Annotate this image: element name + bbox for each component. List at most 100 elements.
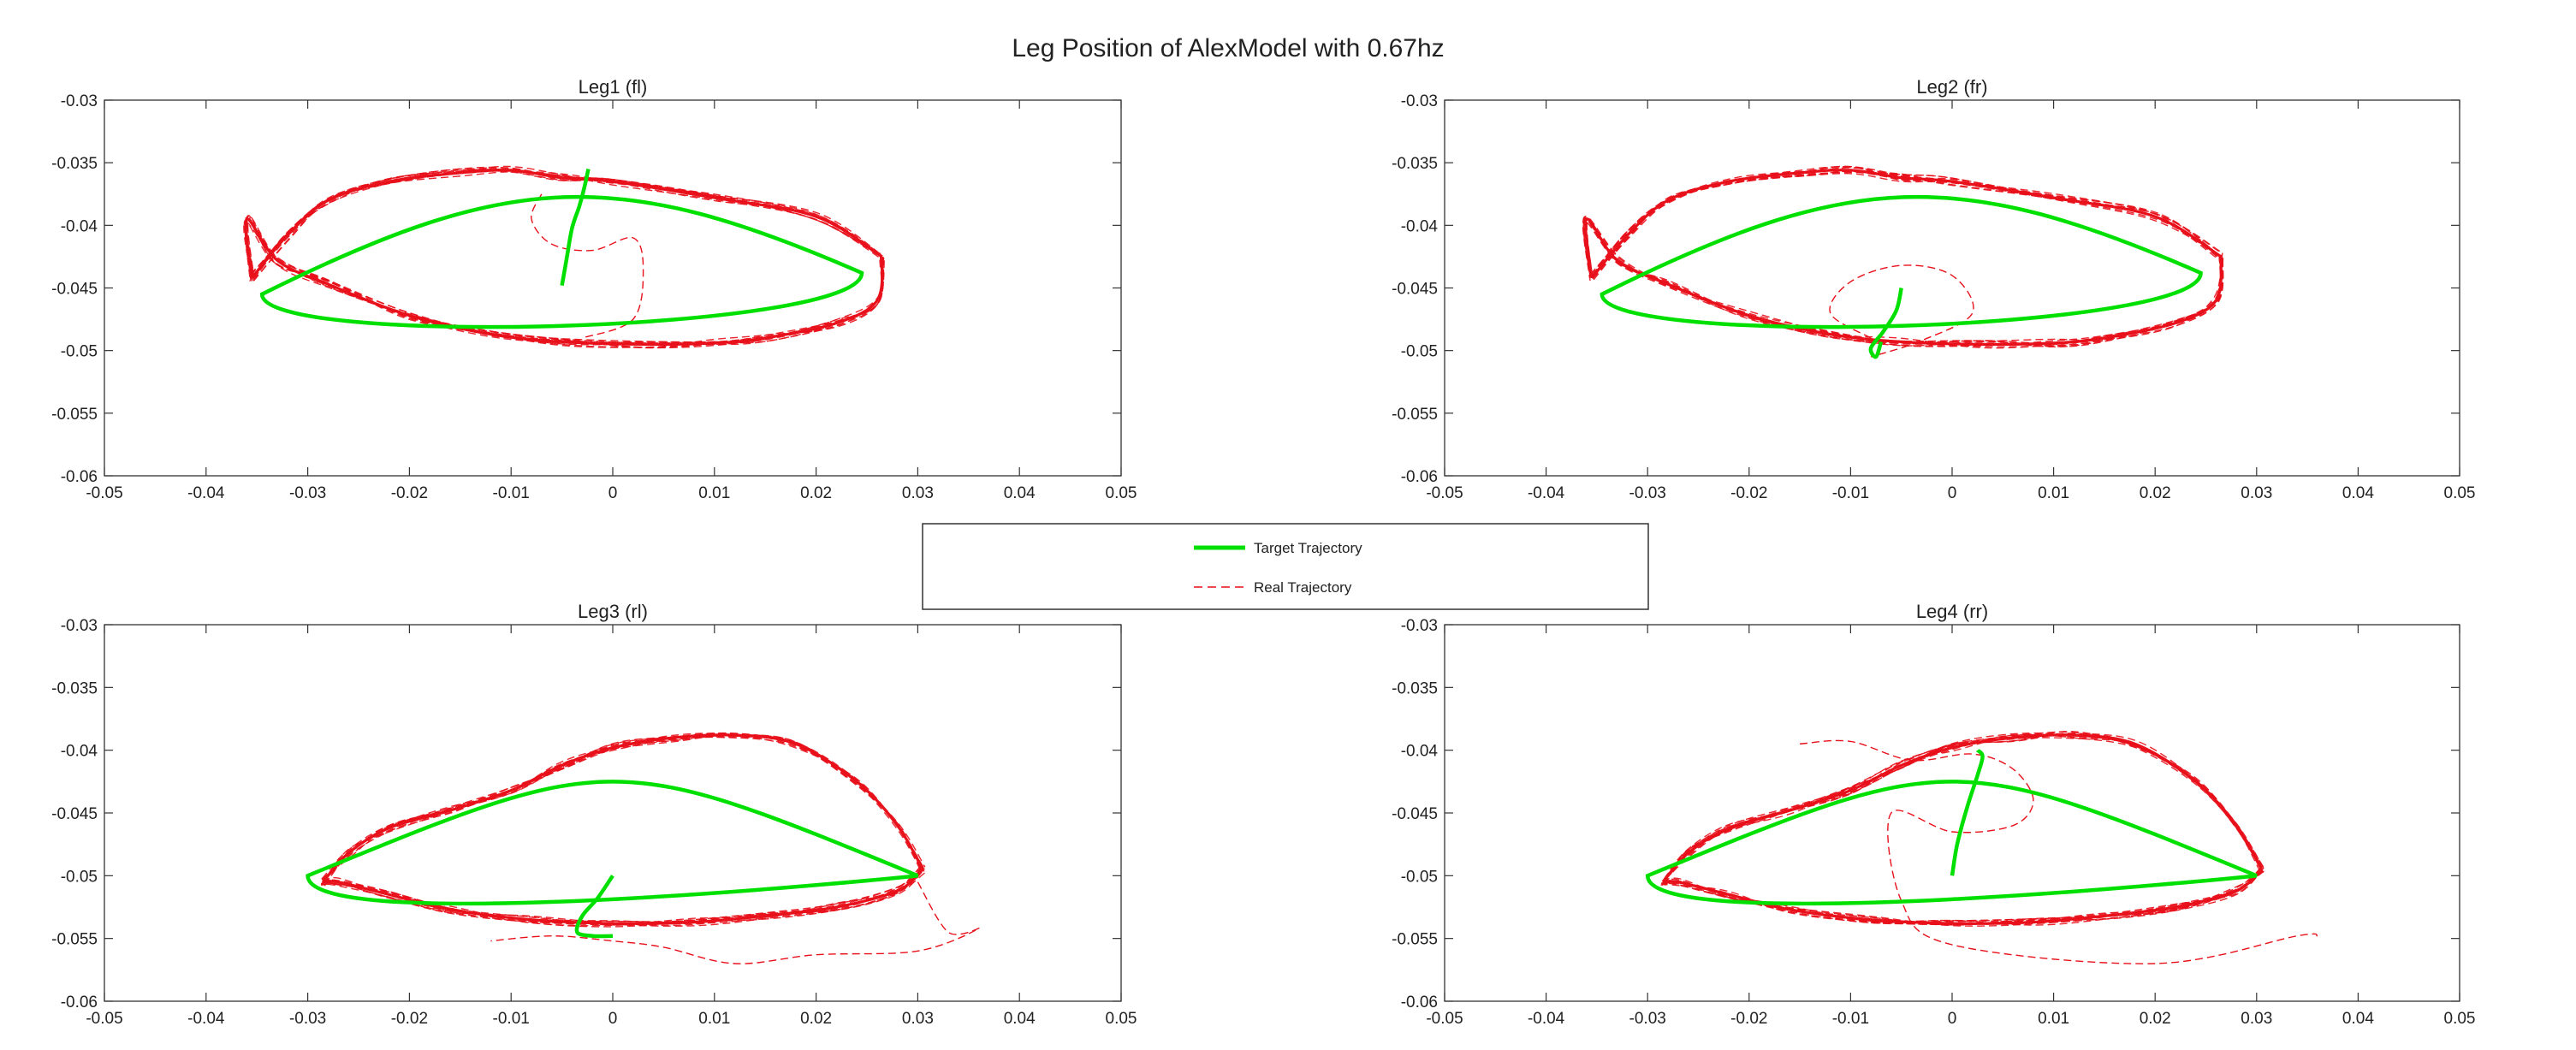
real-trajectory-startup — [490, 881, 981, 964]
y-tick-label: -0.05 — [1401, 868, 1438, 886]
x-tick-label: -0.02 — [1730, 484, 1767, 502]
y-tick-label: -0.035 — [51, 679, 98, 697]
real-trajectory-lower-mean — [1584, 217, 2223, 347]
y-tick-label: -0.035 — [51, 155, 98, 173]
figure-title: Leg Position of AlexModel with 0.67hz — [1012, 34, 1444, 62]
real-trajectory-lower — [245, 221, 884, 344]
x-tick-label: 0.01 — [2038, 1010, 2069, 1028]
x-tick-label: -0.05 — [86, 484, 122, 502]
subplot-title: Leg1 (fl) — [579, 76, 648, 98]
target-trajectory — [1600, 194, 2203, 329]
x-tick-label: -0.05 — [1426, 1010, 1463, 1028]
x-tick-label: 0.02 — [2140, 484, 2171, 502]
y-tick-label: -0.055 — [51, 931, 98, 949]
target-trajectory — [259, 194, 864, 329]
x-tick-label: -0.01 — [1832, 1010, 1869, 1028]
y-tick-label: -0.03 — [61, 617, 98, 635]
plot-area — [1444, 624, 2460, 1002]
real-trajectory-upper — [324, 733, 924, 886]
x-tick-label: -0.05 — [1426, 484, 1463, 502]
y-tick-label: -0.03 — [1401, 92, 1438, 110]
real-trajectory-upper — [1592, 165, 2223, 279]
y-tick-label: -0.045 — [1392, 805, 1438, 823]
x-tick-label: 0.04 — [1004, 484, 1036, 502]
real-trajectory-startup — [1800, 739, 2318, 964]
real-trajectory-upper-mean — [1661, 733, 2264, 883]
real-trajectory-lower — [1584, 222, 2223, 347]
y-tick-label: -0.06 — [1401, 468, 1438, 486]
x-tick-label: -0.03 — [289, 484, 326, 502]
x-tick-label: 0.05 — [2444, 1010, 2476, 1028]
y-tick-label: -0.035 — [1392, 155, 1438, 173]
y-tick-label: -0.06 — [61, 994, 98, 1011]
real-trajectory-lower — [324, 869, 923, 926]
x-tick-label: 0.01 — [698, 1010, 730, 1028]
y-tick-label: -0.045 — [51, 805, 98, 823]
x-tick-label: -0.01 — [493, 1010, 530, 1028]
y-tick-label: -0.06 — [1401, 994, 1438, 1011]
x-tick-label: -0.04 — [1528, 1010, 1565, 1028]
y-tick-label: -0.05 — [61, 868, 98, 886]
real-trajectory-startup — [1829, 264, 1974, 358]
y-tick-label: -0.06 — [61, 468, 98, 486]
subplot-leg4: Leg4 (rr) -0.05 -0.04 -0.03 -0.02 -0.01 0 0.01 0… — [1392, 601, 2475, 1028]
subplot-title: Leg2 (fr) — [1916, 76, 1987, 98]
x-tick-label: 0.05 — [1106, 1010, 1137, 1028]
x-tick-label: 0.04 — [2342, 1010, 2374, 1028]
y-tick-label: -0.04 — [61, 743, 98, 761]
real-trajectory-upper-mean — [251, 169, 883, 279]
real-trajectory-lower — [323, 865, 923, 922]
x-tick-label: 0.05 — [2444, 484, 2476, 502]
x-tick-label: -0.01 — [493, 484, 530, 502]
real-trajectory-lower-mean — [323, 868, 924, 925]
legend-box — [922, 523, 1649, 610]
y-tick-label: -0.04 — [1401, 743, 1439, 761]
x-tick-label: 0.03 — [2241, 1010, 2272, 1028]
target-trajectory-approach — [1950, 749, 1985, 876]
x-tick-label: 0.04 — [2342, 484, 2374, 502]
y-tick-label: -0.04 — [61, 217, 98, 235]
x-tick-label: -0.03 — [1629, 484, 1666, 502]
x-tick-label: -0.03 — [1629, 1010, 1666, 1028]
y-tick-label: -0.05 — [1401, 343, 1438, 361]
x-tick-label: -0.02 — [391, 484, 428, 502]
y-tick-label: -0.055 — [51, 406, 98, 424]
real-trajectory-upper — [1663, 733, 2262, 886]
real-trajectory-lower-mean — [244, 217, 884, 347]
x-tick-label: 0 — [1948, 1010, 1957, 1028]
subplot-title: Leg3 (rl) — [578, 601, 648, 622]
x-tick-label: 0.02 — [800, 484, 832, 502]
real-trajectory-upper — [1592, 166, 2223, 280]
x-tick-label: -0.04 — [1528, 484, 1565, 502]
plot-area — [104, 99, 1122, 477]
x-tick-label: -0.05 — [86, 1010, 122, 1028]
real-trajectory-upper-mean — [322, 733, 924, 883]
subplot-title: Leg4 (rr) — [1916, 601, 1988, 622]
real-trajectory-lower-mean — [1662, 868, 2263, 925]
x-tick-label: 0.03 — [902, 484, 934, 502]
real-trajectory-upper — [322, 734, 922, 881]
x-tick-label: 0 — [608, 1010, 618, 1028]
real-trajectory-upper-mean — [1590, 169, 2223, 279]
x-tick-label: 0.03 — [902, 1010, 934, 1028]
x-tick-label: 0.05 — [1106, 484, 1137, 502]
y-tick-label: -0.035 — [1392, 679, 1438, 697]
target-trajectory-approach — [1868, 288, 1903, 359]
real-trajectory-lower — [1662, 867, 2262, 926]
x-tick-label: -0.01 — [1832, 484, 1869, 502]
y-tick-label: -0.03 — [1401, 617, 1438, 635]
x-tick-label: -0.02 — [391, 1010, 428, 1028]
real-trajectory-upper — [1663, 733, 2264, 883]
target-trajectory-approach — [574, 875, 614, 939]
legend-target-label: Target Trajectory — [1254, 540, 1362, 556]
x-tick-label: 0.01 — [698, 484, 730, 502]
y-tick-label: -0.045 — [1392, 281, 1438, 299]
legend-real-label: Real Trajectory — [1254, 579, 1352, 596]
y-tick-label: -0.055 — [1392, 931, 1438, 949]
x-tick-label: 0.03 — [2241, 484, 2272, 502]
subplots: Leg1 (fl) -0.05 -0.04 -0.03 -0.02 -0.01 0 0.01 0… — [51, 76, 2475, 1028]
y-tick-label: -0.04 — [1401, 217, 1439, 235]
subplot-leg1: Leg1 (fl) -0.05 -0.04 -0.03 -0.02 -0.01 0 0.01 0… — [51, 76, 1137, 502]
real-trajectory-lower — [245, 215, 882, 346]
